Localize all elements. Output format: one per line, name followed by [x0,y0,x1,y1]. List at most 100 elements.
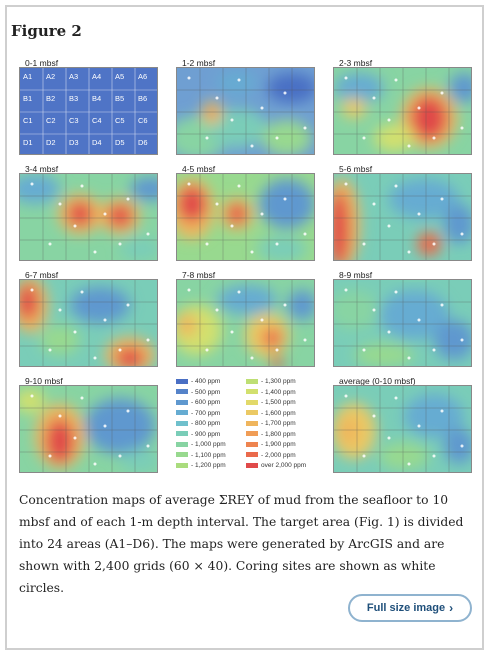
grid-cell-label: A6 [138,72,147,81]
grid-cell-label: B2 [46,94,55,103]
legend-swatch [176,420,188,426]
legend-label: - 1,700 ppm [261,420,296,427]
legend-label: - 1,000 ppm [191,441,226,448]
legend-item: - 1,900 ppm [246,441,296,448]
grid-index-map: A1 A2 A3 A4 A5 A6 B1 B2 B3 B4 B5 B6 C1 C2 C3 C4 C5 C6 D1 D2… [20,68,157,154]
map-7-8 [176,279,315,367]
grid-cell-label: D2 [46,138,56,147]
figure-caption: Concentration maps of average ΣREY of mu… [19,493,464,595]
grid-cell-label: D4 [92,138,102,147]
grid-cell-label: C6 [138,116,148,125]
grid-cell-label: C2 [46,116,56,125]
grid-cell-label: D1 [23,138,33,147]
panel-label-6-7: 6-7 mbsf [25,270,59,280]
grid-cell-label: B1 [23,94,32,103]
legend-swatch [246,462,258,468]
grid-cell-label: B6 [138,94,147,103]
legend-item: - 1,600 ppm [246,410,296,417]
legend-label: - 1,200 ppm [191,462,226,469]
grid-cell-label: C3 [69,116,79,125]
legend-label: - 1,100 ppm [191,451,226,459]
map-8-9 [333,279,472,367]
legend-label: - 1,800 ppm [261,430,296,438]
legend-item: - 900 ppm [176,431,220,438]
legend-label: over 2,000 ppm [261,462,307,469]
grid-cell-label: D3 [69,138,79,147]
panel-label-5-6: 5-6 mbsf [339,164,373,174]
grid-cell-label: A4 [92,72,101,81]
legend-swatch [176,378,188,384]
legend-item: - 600 ppm [176,399,220,406]
legend-item: - 1,400 ppm [246,389,296,396]
legend-item: - 800 ppm [176,420,220,427]
map-5-6 [333,173,472,261]
grid-cell-label: A2 [46,72,55,81]
grid-cell-label: A1 [23,72,32,81]
panel-label-0-1: 0-1 mbsf [25,58,59,68]
legend-item: - 700 ppm [176,410,220,417]
map-2-3 [333,67,472,155]
legend-label: - 400 ppm [191,378,221,385]
panel-label-4-5: 4-5 mbsf [182,164,216,174]
grid-cell-label: D6 [138,138,148,147]
legend-item: - 2,000 ppm [246,452,296,459]
legend-label: - 1,900 ppm [261,441,296,448]
legend-label: - 700 ppm [191,409,221,417]
legend-item: - 1,800 ppm [246,431,296,438]
map-0-1: A1 A2 A3 A4 A5 A6 B1 B2 B3 B4 B5 B6 C1 C2 C3 C4 C5 C6 D1 D2… [19,67,158,155]
map-6-7 [19,279,158,367]
panel-label-8-9: 8-9 mbsf [339,270,373,280]
legend-item: - 1,300 ppm [246,378,296,385]
grid-cell-label: D5 [115,138,125,147]
legend-item: - 1,200 ppm [176,462,226,469]
legend-label: - 1,300 ppm [261,378,296,385]
legend-swatch [246,431,258,437]
map-average [333,385,472,473]
grid-cell-label: A3 [69,72,78,81]
legend-item: - 1,500 ppm [246,399,296,406]
legend-swatch [246,410,258,416]
legend-label: - 600 ppm [191,399,221,406]
legend-item: - 500 ppm [176,389,220,396]
panel-label-2-3: 2-3 mbsf [339,58,373,68]
full-size-image-label: Full size image [366,602,446,614]
map-4-5 [176,173,315,261]
legend-swatch [176,410,188,416]
legend-label: - 500 ppm [191,388,221,396]
legend-swatch [246,399,258,405]
legend-swatch [176,462,188,468]
map-3-4 [19,173,158,261]
grid-cell-label: B4 [92,94,101,103]
grid-cell-label: B5 [115,94,124,103]
legend-label: - 800 ppm [191,420,221,427]
figure-title: Figure 2 [11,22,82,40]
legend-item: over 2,000 ppm [246,462,306,469]
legend-swatch [246,420,258,426]
legend-label: - 2,000 ppm [261,451,296,459]
legend-item: - 1,700 ppm [246,420,296,427]
legend-swatch [246,389,258,395]
map-1-2 [176,67,315,155]
panel-label-average: average (0-10 mbsf) [339,376,416,386]
legend-swatch [246,378,258,384]
legend-label: - 1,500 ppm [261,399,296,406]
legend-swatch [176,441,188,447]
grid-cell-label: C1 [23,116,33,125]
legend-label: - 900 ppm [191,430,221,438]
panel-label-3-4: 3-4 mbsf [25,164,59,174]
grid-cell-label: C4 [92,116,102,125]
legend-item: - 1,000 ppm [176,441,226,448]
legend-label: - 1,400 ppm [261,388,296,396]
legend-item: - 1,100 ppm [176,452,226,459]
chevron-right-icon: › [449,601,454,615]
legend-swatch [176,399,188,405]
map-9-10 [19,385,158,473]
legend-swatch [246,441,258,447]
full-size-image-button[interactable]: Full size image › [348,594,472,622]
legend-swatch [176,431,188,437]
legend-swatch [246,452,258,458]
grid-cell-label: C5 [115,116,125,125]
legend-label: - 1,600 ppm [261,409,296,417]
grid-cell-label: A5 [115,72,124,81]
panel-label-9-10: 9-10 mbsf [25,376,63,386]
